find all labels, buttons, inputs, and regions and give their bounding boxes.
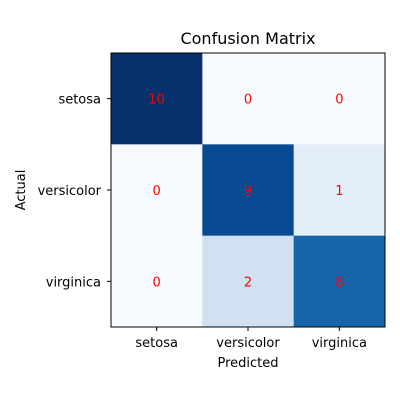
y-axis-label: Actual xyxy=(14,170,29,211)
heatmap-cell xyxy=(111,53,203,145)
heatmap-cell xyxy=(111,144,203,236)
heatmap-cell xyxy=(202,235,294,328)
cell-value-label: 8 xyxy=(335,275,343,290)
cell-value-label: 10 xyxy=(148,93,165,108)
cell-value-label: 2 xyxy=(244,275,252,290)
heatmap-cell xyxy=(293,144,386,236)
cell-value-label: 0 xyxy=(244,93,252,108)
heatmap-cell xyxy=(293,235,386,328)
y-tick-label: versicolor xyxy=(38,184,102,199)
heatmap-cell xyxy=(202,53,294,145)
cell-value-label: 0 xyxy=(153,275,161,290)
x-tick-label: versicolor xyxy=(216,336,280,351)
axis-ticks: setosa versicolor virginica setosa versicolo… xyxy=(38,93,367,351)
y-tick-label: setosa xyxy=(58,93,101,108)
cell-value-label: 1 xyxy=(335,184,343,199)
x-tick-label: setosa xyxy=(135,336,178,351)
x-axis-label: Predicted xyxy=(217,356,278,371)
chart-title: Confusion Matrix xyxy=(180,29,315,48)
heatmap-cell xyxy=(293,53,386,145)
x-tick-label: virginica xyxy=(312,336,367,351)
cell-value-label: 9 xyxy=(244,184,252,199)
cell-value-label: 0 xyxy=(153,184,161,199)
y-tick-label: virginica xyxy=(46,275,101,290)
heatmap-cell xyxy=(202,144,294,236)
heatmap-cell xyxy=(111,235,203,328)
cell-value-label: 0 xyxy=(335,93,343,108)
heatmap-cells: 10 0 00 9 10 2 8 xyxy=(111,53,386,328)
